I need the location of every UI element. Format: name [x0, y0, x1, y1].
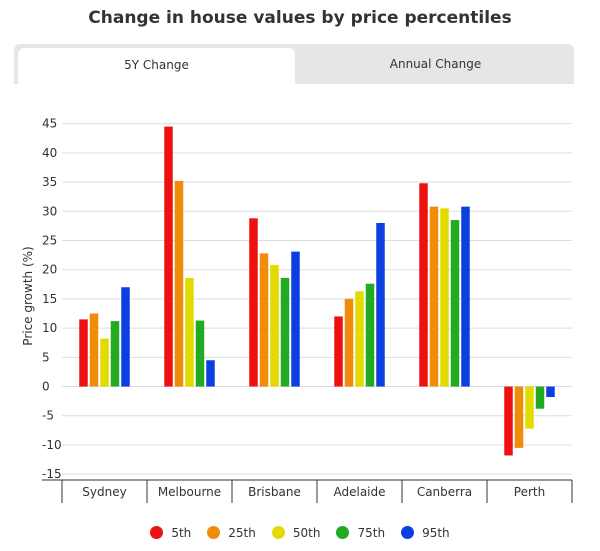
y-tick-label: 45: [42, 117, 57, 131]
bar-melbourne-5th: [164, 126, 173, 387]
y-tick-label: 0: [42, 380, 50, 394]
bar-canberra-75th: [450, 220, 460, 387]
bar-perth-95th: [546, 386, 555, 398]
bar-perth-25th: [514, 386, 524, 448]
legend-label: 25th: [228, 526, 256, 540]
bar-melbourne-25th: [174, 180, 184, 387]
bar-canberra-50th: [440, 208, 449, 387]
bar-sydney-5th: [79, 319, 88, 387]
bar-perth-50th: [525, 386, 534, 429]
y-tick-label: 40: [42, 146, 57, 160]
legend-swatch: [401, 526, 415, 539]
bar-adelaide-75th: [365, 283, 375, 387]
y-tick-label: -10: [42, 438, 62, 452]
bar-sydney-95th: [121, 287, 130, 387]
legend-item-25th[interactable]: 25th: [207, 526, 256, 540]
y-axis-label: Price growth (%): [21, 246, 35, 345]
bar-adelaide-5th: [334, 316, 343, 387]
y-tick-label: -5: [42, 409, 54, 423]
x-tick-label: Perth: [514, 485, 545, 499]
legend: 5th 25th 50th 75th 95th: [0, 526, 600, 548]
bar-brisbane-25th: [259, 253, 269, 387]
bar-melbourne-50th: [185, 277, 194, 387]
legend-item-75th[interactable]: 75th: [336, 526, 385, 540]
bar-perth-5th: [504, 386, 513, 456]
legend-label: 75th: [357, 526, 386, 540]
bar-sydney-50th: [100, 338, 109, 387]
x-tick-label: Canberra: [417, 485, 472, 499]
bar-canberra-25th: [429, 206, 439, 387]
bar-canberra-5th: [419, 183, 428, 387]
bar-melbourne-75th: [195, 320, 205, 387]
x-tick-label: Brisbane: [248, 485, 301, 499]
legend-item-50th[interactable]: 50th: [271, 526, 321, 540]
y-tick-label: 30: [42, 204, 57, 218]
y-tick-label: -15: [42, 467, 62, 481]
bar-brisbane-75th: [280, 277, 290, 387]
tab-bar: 5Y Change Annual Change: [14, 44, 574, 84]
bar-sydney-25th: [89, 313, 99, 387]
bar-brisbane-95th: [291, 251, 300, 387]
y-tick-label: 25: [42, 234, 57, 248]
legend-swatch: [271, 526, 285, 539]
legend-label: 95th: [422, 526, 450, 540]
x-tick-label: Adelaide: [333, 485, 385, 499]
bar-chart: 45 40 35 30 25 20 15 10 5 0 -5 -10 -15 Price growth (…: [21, 117, 573, 503]
x-tick-label: Sydney: [82, 485, 126, 499]
bar-adelaide-95th: [376, 222, 385, 387]
bar-sydney-75th: [110, 321, 120, 387]
tab-5y-change[interactable]: 5Y Change: [18, 48, 295, 84]
bar-melbourne-95th: [206, 360, 215, 387]
bar-adelaide-25th: [344, 298, 354, 387]
bar-perth-75th: [535, 386, 545, 409]
x-tick-label: Melbourne: [158, 485, 221, 499]
y-tick-label: 5: [42, 350, 50, 364]
bar-adelaide-50th: [355, 291, 364, 387]
bar-canberra-95th: [461, 206, 470, 387]
legend-swatch: [336, 526, 350, 539]
y-tick-label: 35: [42, 175, 57, 189]
legend-swatch: [207, 526, 221, 539]
legend-swatch: [150, 526, 164, 539]
y-tick-label: 15: [42, 292, 57, 306]
legend-item-5th[interactable]: 5th: [150, 526, 191, 540]
legend-label: 50th: [292, 526, 321, 540]
legend-item-95th[interactable]: 95th: [401, 526, 450, 540]
bar-brisbane-5th: [249, 218, 258, 387]
legend-label: 5th: [171, 526, 192, 540]
bar-brisbane-50th: [270, 265, 279, 387]
y-tick-label: 10: [42, 321, 57, 335]
chart-title: Change in house values by price percenti…: [88, 8, 512, 28]
tab-annual-change[interactable]: Annual Change: [389, 57, 482, 71]
y-tick-label: 20: [42, 263, 57, 277]
